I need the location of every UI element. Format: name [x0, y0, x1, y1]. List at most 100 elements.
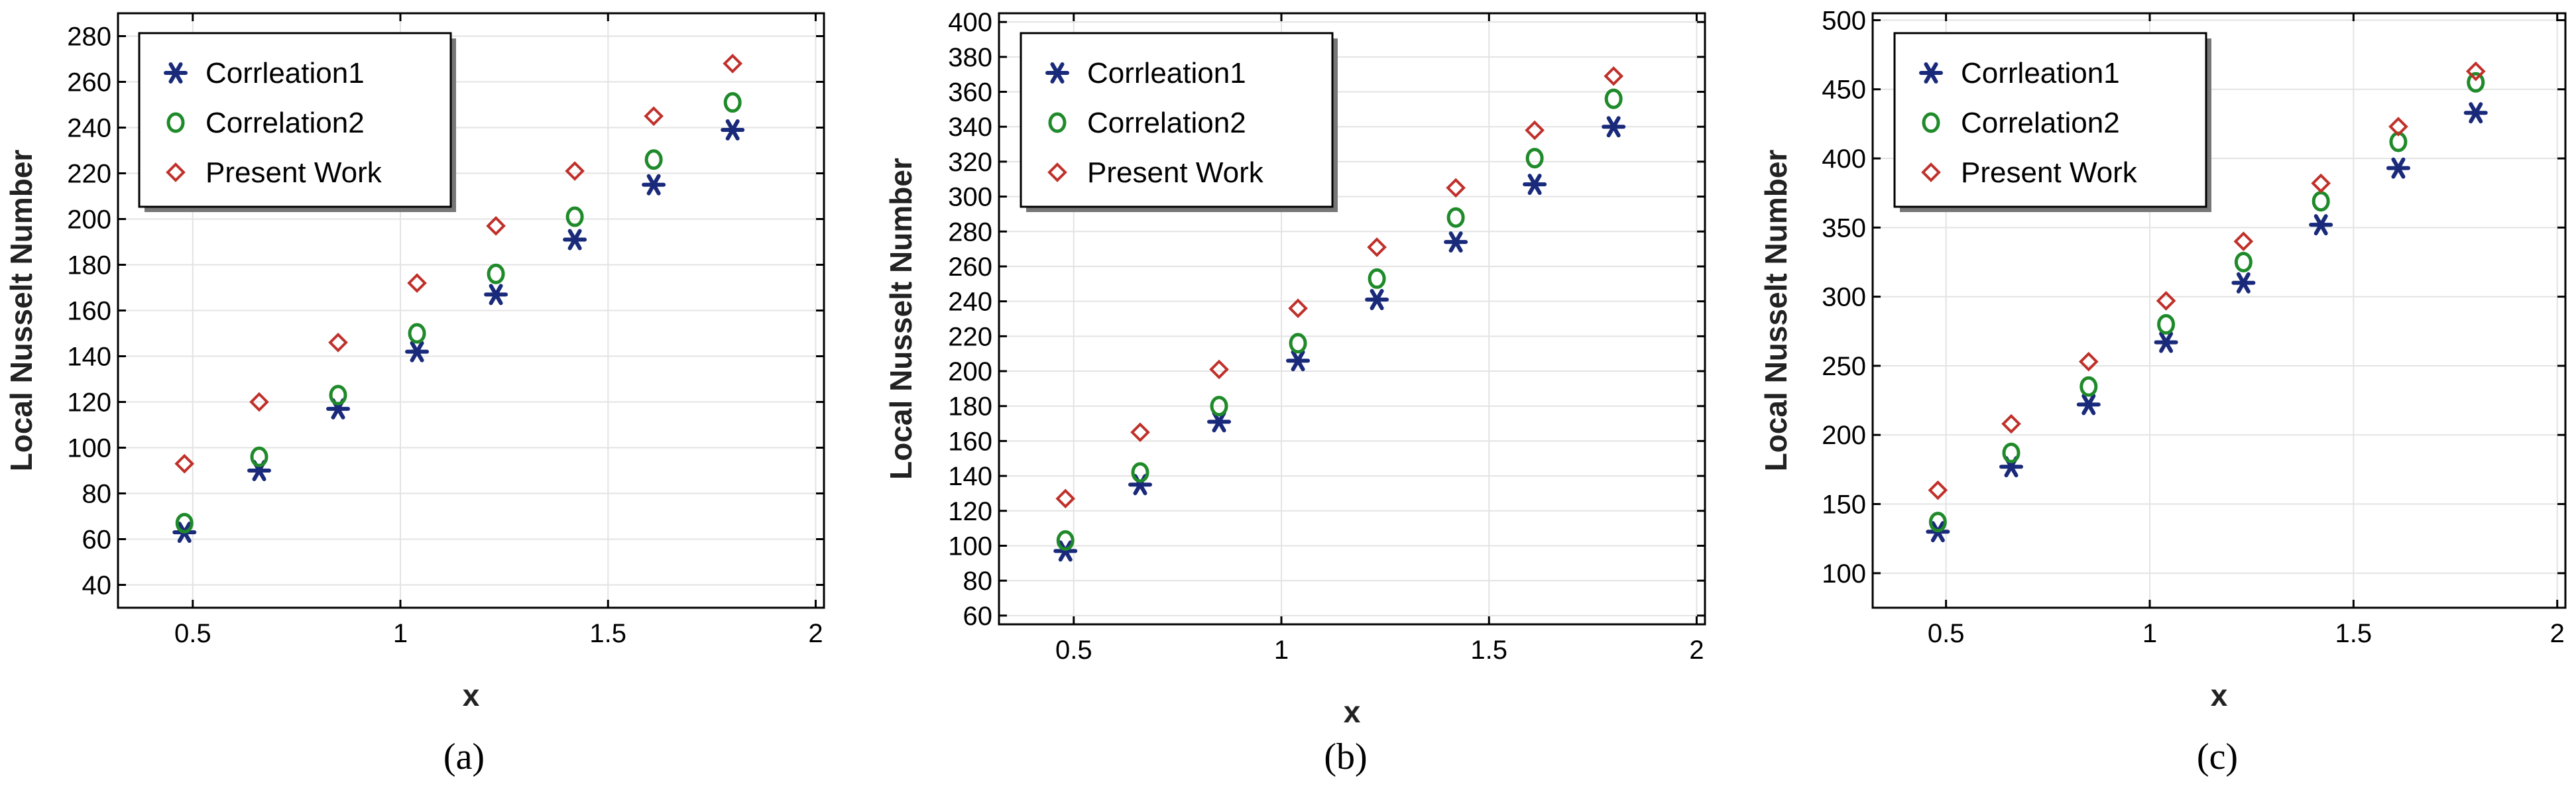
- plot-frame: [1871, 12, 2567, 609]
- y-tick-label: 60: [82, 526, 112, 555]
- data-point-circle: [565, 206, 584, 227]
- y-tick-label: 380: [948, 43, 992, 72]
- data-point-asterisk: [1444, 231, 1468, 253]
- chart-panel-2: 100 150 200 250 300 350 400 450 500 0.5 1 1.5 2 x Loca…: [1759, 6, 2567, 777]
- data-point-asterisk: [2154, 331, 2178, 353]
- data-point-circle: [250, 446, 268, 467]
- y-tick-label: 340: [948, 113, 992, 142]
- legend-marker-asterisk: [164, 62, 188, 84]
- legend-entry: Corrleation1: [1961, 57, 2120, 89]
- data-point-diamond: [1928, 480, 1948, 500]
- x-axis-label: x: [1344, 695, 1361, 729]
- data-point-diamond: [2465, 61, 2486, 82]
- y-tick-label: 280: [67, 23, 111, 52]
- data-point-diamond: [1209, 359, 1229, 380]
- data-point-asterisk: [1365, 289, 1389, 311]
- data-point-diamond: [723, 54, 743, 74]
- y-tick-label: 240: [67, 114, 111, 143]
- y-tick-label: 160: [948, 427, 992, 456]
- x-tick-label: 1: [2142, 619, 2157, 648]
- x-tick-label: 1.5: [2335, 619, 2372, 648]
- y-tick-label: 300: [1822, 283, 1866, 312]
- y-tick-label: 120: [948, 497, 992, 526]
- data-point-diamond: [1525, 120, 1545, 141]
- x-tick-label: 1: [393, 619, 408, 648]
- data-point-asterisk: [2309, 214, 2333, 236]
- y-tick-label: 240: [948, 288, 992, 317]
- data-point-asterisk: [642, 174, 666, 196]
- data-point-circle: [2157, 313, 2176, 335]
- data-point-diamond: [2388, 117, 2408, 137]
- data-point-asterisk: [1053, 540, 1078, 562]
- data-point-asterisk: [2386, 157, 2410, 179]
- figure-caption: (a): [443, 736, 485, 777]
- legend-marker-circle: [166, 112, 185, 133]
- legend-marker-asterisk: [1919, 62, 1943, 84]
- x-tick-label: 1: [1274, 636, 1289, 665]
- legend-marker-diamond: [166, 162, 186, 182]
- legend-entry: Correlation2: [205, 107, 365, 139]
- y-tick-label: 160: [67, 297, 111, 326]
- chart-panel-0: 40 60 80 100 120 140 160 180 200 220 240 260 280 0.5 1…: [4, 12, 825, 777]
- legend-marker-asterisk: [1045, 62, 1069, 84]
- y-tick-label: 140: [948, 462, 992, 491]
- y-axis-label: Local Nusselt Number: [4, 150, 38, 472]
- legend-entry: Correlation2: [1961, 107, 2120, 139]
- legend: Corrleation1 Correlation2 Present Work: [1020, 32, 1338, 212]
- data-point-diamond: [565, 161, 585, 181]
- data-point-circle: [2467, 72, 2485, 93]
- y-tick-label: 180: [67, 251, 111, 280]
- data-point-circle: [723, 92, 742, 113]
- y-tick-label: 200: [1822, 421, 1866, 450]
- data-point-circle: [1289, 333, 1307, 354]
- data-point-diamond: [1604, 66, 1624, 86]
- data-point-asterisk: [1523, 174, 1547, 196]
- y-tick-label: 140: [67, 343, 111, 372]
- y-tick-label: 360: [948, 78, 992, 107]
- data-point-diamond: [486, 216, 506, 236]
- data-point-circle: [2312, 191, 2330, 212]
- data-point-circle: [2079, 376, 2098, 397]
- y-tick-label: 120: [67, 388, 111, 418]
- data-point-circle: [1446, 207, 1465, 228]
- data-point-diamond: [328, 332, 348, 353]
- y-tick-label: 80: [82, 480, 112, 509]
- y-axis-label: Local Nusselt Number: [1759, 150, 1793, 472]
- y-tick-label: 500: [1822, 6, 1866, 35]
- legend-box: [1893, 32, 2207, 208]
- data-point-circle: [1131, 462, 1149, 483]
- data-point-circle: [1210, 396, 1228, 417]
- y-tick-label: 220: [67, 160, 111, 189]
- data-point-asterisk: [721, 119, 745, 141]
- data-point-asterisk: [405, 341, 430, 363]
- data-point-asterisk: [1602, 116, 1626, 138]
- data-point-asterisk: [563, 229, 587, 251]
- legend-entry: Correlation2: [1087, 107, 1246, 139]
- data-point-diamond: [2078, 351, 2099, 372]
- legend: Corrleation1 Correlation2 Present Work: [138, 32, 456, 212]
- data-point-diamond: [1130, 422, 1150, 443]
- data-point-diamond: [1055, 488, 1076, 509]
- data-point-circle: [1368, 268, 1386, 289]
- data-point-asterisk: [1207, 411, 1232, 433]
- legend: Corrleation1 Correlation2 Present Work: [1893, 32, 2211, 212]
- y-tick-label: 300: [948, 183, 992, 212]
- data-point-diamond: [249, 392, 269, 412]
- data-point-circle: [1056, 530, 1075, 551]
- y-axis-label: Local Nusselt Number: [884, 158, 918, 480]
- y-tick-label: 220: [948, 322, 992, 351]
- data-point-diamond: [1288, 298, 1308, 319]
- data-point-circle: [644, 149, 663, 170]
- y-tick-label: 100: [948, 532, 992, 561]
- y-tick-label: 180: [948, 392, 992, 422]
- legend-entry: Corrleation1: [205, 57, 365, 89]
- x-axis-label: x: [463, 678, 480, 712]
- figure-caption: (c): [2197, 736, 2238, 777]
- y-tick-label: 320: [948, 148, 992, 177]
- y-tick-label: 280: [948, 217, 992, 247]
- y-tick-label: 350: [1822, 213, 1866, 243]
- y-tick-label: 400: [948, 8, 992, 37]
- data-point-diamond: [407, 273, 427, 293]
- legend-entry: Present Work: [1961, 156, 2138, 189]
